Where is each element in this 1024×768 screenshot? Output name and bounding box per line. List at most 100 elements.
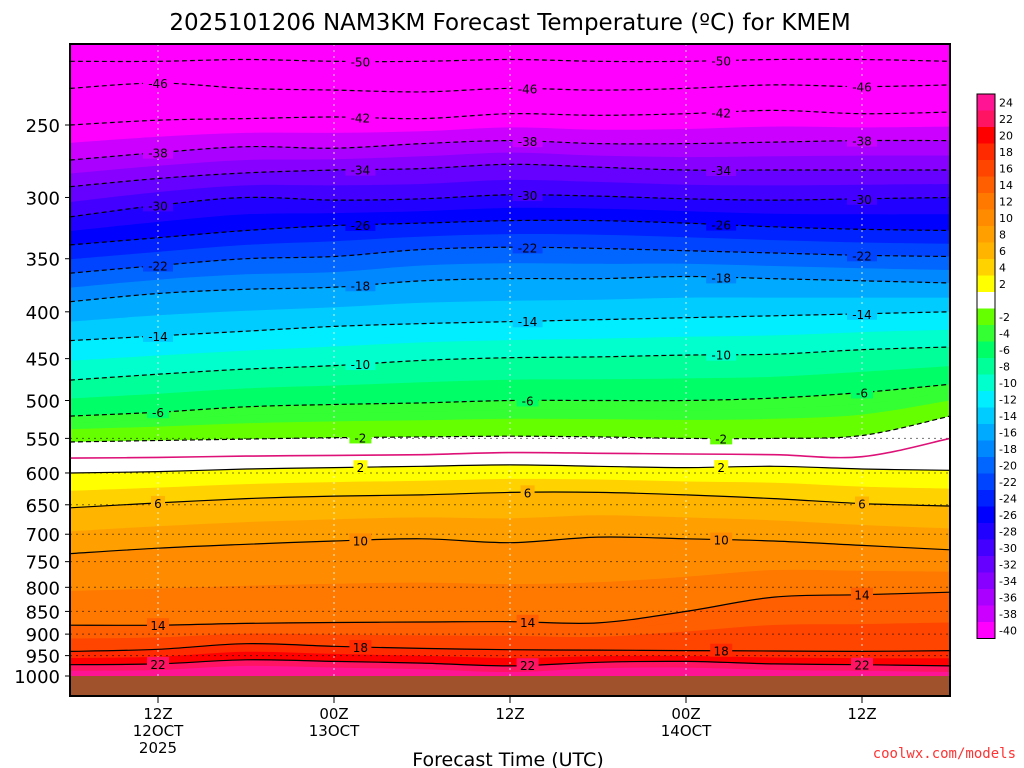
isotherm-label: 6 — [858, 498, 866, 512]
x-tick-date: 14OCT — [661, 722, 712, 740]
isotherm-label-bg — [714, 460, 729, 474]
isotherm-label: -10 — [351, 358, 371, 372]
isotherm-label: -10 — [711, 349, 731, 363]
isotherm-label-bg — [147, 656, 169, 670]
y-tick-label: 1000 — [14, 667, 60, 688]
isotherm-line — [70, 109, 950, 126]
isotherm-label-bg — [851, 385, 873, 399]
isotherm-line — [70, 659, 950, 667]
isotherm-label-bg — [706, 270, 737, 284]
isotherm-label: 6 — [154, 497, 162, 511]
x-tick-label: 12Z — [847, 705, 876, 723]
color-scale-swatch — [977, 242, 995, 259]
color-scale-label: -6 — [999, 344, 1010, 357]
isotherm-label-bg — [851, 657, 873, 671]
isotherm-label-bg — [855, 496, 869, 510]
isotherm-label: 22 — [150, 658, 165, 672]
color-scale-label: -26 — [999, 509, 1017, 522]
isotherm-label-bg — [345, 54, 376, 68]
isotherm-label: -2 — [354, 431, 366, 445]
isotherm-line — [70, 311, 950, 342]
color-scale-label: -36 — [999, 591, 1017, 604]
isotherm-label-bg — [847, 191, 877, 205]
isotherm-label-bg — [349, 639, 372, 653]
isotherm-label-bg — [143, 258, 173, 272]
isotherm-label: -30 — [852, 193, 872, 207]
color-scale-label: -8 — [999, 360, 1010, 373]
color-scale-label: 22 — [999, 113, 1013, 126]
color-scale-swatch — [977, 556, 995, 573]
isotherm-line — [70, 415, 950, 443]
color-scale-label: 16 — [999, 162, 1013, 175]
temperature-bands — [70, 59, 950, 696]
isotherm-label: 2 — [717, 461, 725, 475]
color-scale-swatch — [977, 160, 995, 177]
isotherm-label: 18 — [353, 641, 368, 655]
color-scale-label: -40 — [999, 624, 1017, 637]
color-scale-swatch — [977, 110, 995, 127]
isotherm-label: 14 — [854, 589, 869, 603]
color-scale-label: 14 — [999, 179, 1013, 192]
isotherm-label-bg — [512, 188, 543, 202]
color-scale-swatch — [977, 572, 995, 589]
isotherm-label-bg — [847, 79, 877, 93]
isotherm-label: -14 — [518, 315, 538, 329]
color-scale-swatch — [977, 589, 995, 606]
isotherm-label-bg — [520, 485, 535, 499]
isotherm-line — [70, 246, 950, 274]
isotherm-label: -38 — [852, 135, 872, 149]
credit-text: coolwx.com/models — [873, 746, 1016, 762]
isotherm-label-bg — [353, 460, 368, 474]
freezing-line — [70, 437, 950, 459]
color-scale-legend: 24 22 20 18 16 14 12 10 8 6 4 2 -2 -4 -6 -8 -10 -12 -14 -16… — [976, 93, 1017, 639]
color-scale-label: 18 — [999, 146, 1013, 159]
isotherm-label-bg — [512, 134, 543, 148]
y-tick-label: 600 — [26, 464, 60, 485]
isotherm-label: -6 — [152, 406, 164, 420]
isotherm-label: -22 — [518, 241, 538, 255]
isotherm-label-bg — [851, 587, 873, 601]
isotherm-label-bg — [516, 614, 539, 628]
color-scale-swatch — [977, 341, 995, 358]
color-scale-label: 8 — [999, 228, 1006, 241]
isotherm-label-bg — [706, 53, 737, 67]
color-scale-swatch — [977, 440, 995, 457]
isotherm-line — [70, 163, 950, 188]
x-axis-label: Forecast Time (UTC) — [412, 749, 603, 768]
isotherm-line — [70, 464, 950, 474]
color-scale-swatch — [977, 259, 995, 276]
color-scale-label: 4 — [999, 261, 1006, 274]
chart-title: 2025101206 NAM3KM Forecast Temperature (… — [169, 10, 850, 36]
color-scale-swatch — [977, 226, 995, 243]
isotherm-label: -14 — [148, 330, 168, 344]
isotherm-label-bg — [345, 217, 376, 231]
x-tick-label: 12Z — [143, 705, 172, 723]
isotherm-label-bg — [143, 76, 173, 90]
color-scale-label: -32 — [999, 558, 1017, 571]
color-scale-label: -2 — [999, 311, 1010, 324]
y-tick-label: 350 — [26, 250, 60, 271]
color-scale-swatch — [977, 358, 995, 375]
color-scale-swatch — [977, 143, 995, 160]
isotherm-label-bg — [345, 278, 376, 292]
x-tick-label: 12Z — [495, 705, 524, 723]
isotherm-label-bg — [516, 658, 539, 672]
y-tick-label: 500 — [26, 392, 60, 413]
x-tick-date: 13OCT — [309, 722, 360, 740]
color-scale-swatch — [977, 457, 995, 474]
y-tick-label: 800 — [26, 578, 60, 599]
color-scale-label: -14 — [999, 410, 1017, 423]
isotherm-line — [70, 536, 950, 555]
color-scale-label: -12 — [999, 393, 1017, 406]
isotherm-label-bg — [706, 163, 737, 177]
grid-lines — [70, 44, 950, 676]
x-tick-date: 12OCT — [133, 722, 184, 740]
color-scale-label: -18 — [999, 443, 1017, 456]
isotherm-label: -18 — [351, 279, 371, 293]
isotherm-label-bg — [147, 405, 169, 419]
isotherm-label: -30 — [148, 199, 168, 213]
isotherm-label: -18 — [711, 271, 731, 285]
y-tick-label: 450 — [26, 350, 60, 371]
